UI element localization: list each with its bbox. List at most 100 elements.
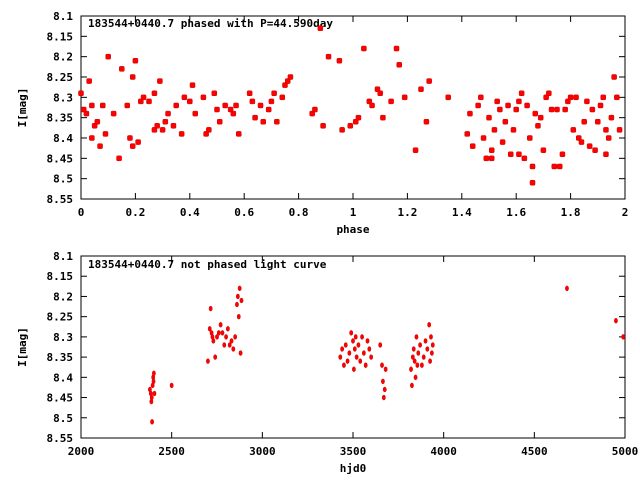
data-point	[129, 74, 136, 80]
data-point	[586, 143, 593, 149]
y-tick-label: 8.4	[53, 371, 73, 384]
data-point	[412, 358, 417, 364]
data-point	[381, 378, 385, 385]
phased-light-curve-chart: 8.1 8.15 8.2 8.25 8.3 8.35 8.4 8.45 8.5 8.55 0 0.2 0…	[16, 10, 628, 236]
chart-title: 183544+0440.7 not phased light curve	[88, 258, 327, 271]
data-point	[600, 94, 606, 101]
data-point	[351, 338, 355, 344]
data-point	[491, 127, 498, 133]
data-point	[380, 362, 384, 368]
data-point	[527, 135, 533, 141]
data-point	[135, 139, 141, 145]
data-point	[611, 74, 617, 80]
data-point	[416, 350, 421, 356]
data-point	[584, 98, 590, 105]
x-tick-label: 1	[350, 206, 357, 219]
data-point	[362, 350, 366, 356]
data-point	[216, 330, 221, 336]
data-point	[427, 322, 432, 328]
data-point	[537, 114, 544, 121]
x-tick-label: 0	[78, 206, 85, 219]
data-point	[200, 94, 207, 101]
data-point	[369, 354, 373, 360]
data-point	[421, 354, 426, 360]
y-tick-label: 8.35	[47, 112, 74, 125]
data-point	[227, 342, 232, 348]
data-point	[352, 346, 357, 352]
data-point	[340, 346, 344, 352]
data-point	[237, 285, 242, 292]
y-tick-label: 8.45	[47, 392, 74, 405]
data-point	[521, 155, 528, 162]
data-point	[529, 179, 536, 186]
data-point	[86, 78, 92, 84]
data-point	[608, 114, 615, 121]
data-point	[249, 98, 256, 105]
data-point	[420, 362, 424, 368]
data-point	[231, 346, 236, 352]
data-point	[235, 301, 239, 308]
data-point	[428, 358, 432, 364]
data-point	[222, 342, 227, 348]
x-tick-label: 3000	[249, 445, 276, 458]
data-point	[578, 139, 585, 145]
data-point	[116, 155, 122, 162]
data-point	[353, 334, 358, 340]
data-point	[410, 382, 414, 389]
data-point	[159, 127, 166, 133]
y-tick-label: 8.45	[47, 152, 74, 165]
x-tick-label: 0.6	[234, 206, 254, 219]
data-point	[603, 151, 609, 158]
data-point	[271, 90, 277, 97]
x-tick-label: 2500	[158, 445, 185, 458]
data-point	[597, 102, 604, 109]
data-point	[105, 53, 111, 60]
x-tick-label: 4000	[430, 445, 457, 458]
data-point	[236, 314, 241, 320]
data-point	[378, 342, 383, 348]
data-point	[410, 354, 415, 360]
data-point	[230, 110, 237, 117]
data-point	[494, 98, 500, 105]
data-point	[603, 127, 609, 133]
data-point	[187, 98, 193, 105]
data-point	[396, 62, 402, 68]
data-point	[127, 135, 133, 141]
data-point	[513, 106, 519, 113]
data-point	[279, 94, 286, 101]
data-point	[412, 147, 419, 153]
y-tick-label: 8.2	[53, 51, 73, 64]
data-point	[100, 102, 106, 109]
data-point	[102, 131, 109, 137]
data-point	[414, 334, 419, 340]
data-point	[132, 57, 139, 64]
data-point	[83, 110, 90, 117]
data-point	[516, 98, 522, 105]
y-tick-label: 8.15	[47, 270, 74, 283]
data-point	[589, 106, 596, 113]
data-point	[236, 293, 240, 300]
x-tick-label: 1.6	[506, 206, 526, 219]
data-point	[614, 94, 620, 101]
data-point	[349, 330, 354, 336]
x-tick-label: 0.8	[289, 206, 309, 219]
data-point	[222, 102, 228, 109]
data-point	[573, 94, 579, 101]
data-point	[149, 394, 154, 401]
data-point	[393, 45, 400, 52]
data-point	[524, 102, 530, 109]
data-point	[510, 127, 517, 133]
data-point	[252, 114, 258, 121]
data-point	[152, 390, 157, 397]
data-point	[140, 94, 147, 101]
data-point	[257, 102, 264, 109]
data-point	[354, 354, 359, 360]
data-point	[423, 118, 430, 125]
data-point	[239, 297, 244, 304]
data-point	[216, 118, 223, 125]
data-point	[246, 90, 253, 97]
data-point	[486, 114, 492, 121]
data-point	[208, 305, 213, 312]
y-tick-label: 8.35	[47, 351, 74, 364]
data-point	[218, 322, 223, 328]
